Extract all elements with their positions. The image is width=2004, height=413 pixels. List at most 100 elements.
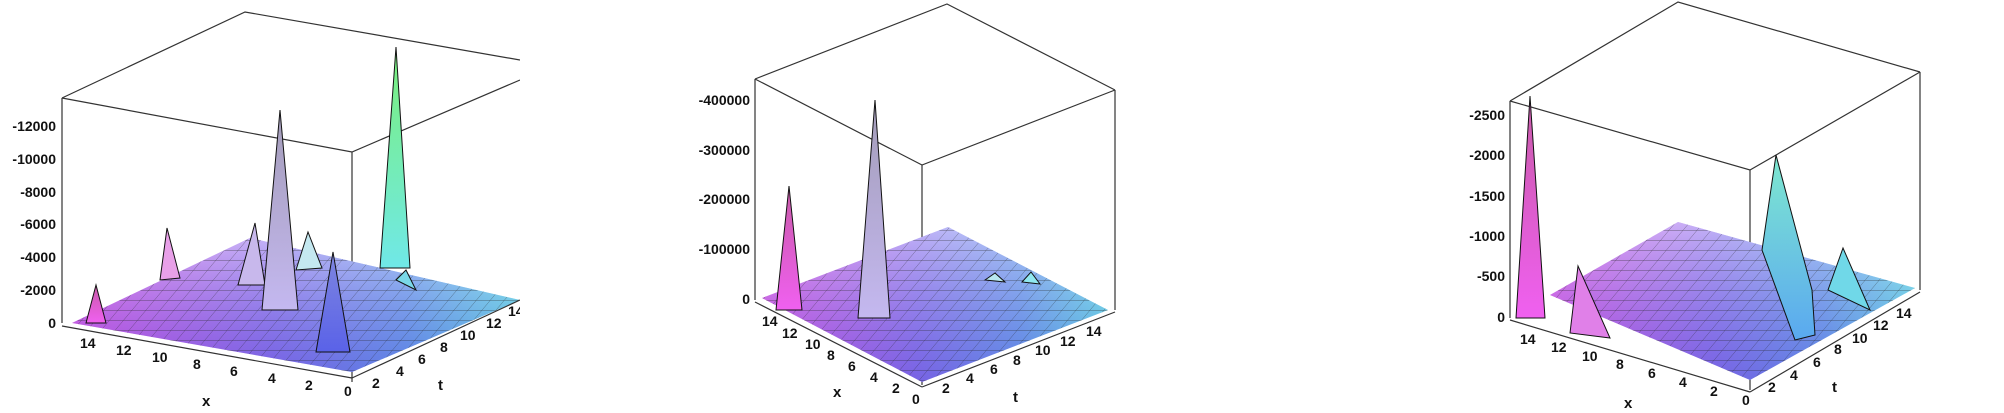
t-tick: 4 (1790, 367, 1798, 383)
x-tick: 14 (1520, 331, 1536, 347)
z-tick: -1500 (1469, 188, 1505, 204)
x-tick: 10 (1582, 348, 1598, 364)
t-axis-label: t (1832, 379, 1837, 396)
x-tick: 10 (152, 349, 168, 365)
peak (1569, 264, 1611, 339)
t-tick: 6 (418, 351, 426, 367)
t-tick: 2 (942, 380, 950, 396)
peak (775, 185, 803, 311)
t-tick: 12 (1060, 333, 1076, 349)
box-top-back-edges (754, 3, 1116, 91)
z-tick: -2000 (20, 282, 56, 298)
peak (1515, 95, 1546, 319)
x-tick: 12 (1551, 339, 1567, 355)
surface-plot-3-canvas (1509, 1, 1921, 393)
peak (983, 272, 1007, 283)
x-tick: 6 (230, 363, 238, 379)
t-tick: 14 (1086, 323, 1102, 339)
t-axis-line (1749, 291, 1921, 393)
t-tick: 8 (440, 339, 448, 355)
x-tick: 6 (848, 358, 856, 374)
t-tick: 14 (508, 303, 520, 319)
z-tick: -200000 (699, 191, 751, 207)
peak (379, 46, 411, 269)
t-tick: 14 (1896, 305, 1912, 321)
x-tick: 4 (1679, 374, 1687, 390)
t-tick: 10 (1035, 342, 1051, 358)
t-tick: 10 (1852, 330, 1868, 346)
t-tick: 10 (460, 327, 476, 343)
t-tick: 12 (1873, 317, 1889, 333)
x-tick: 14 (80, 335, 96, 351)
t-tick: 4 (966, 370, 974, 386)
x-tick: 4 (268, 370, 276, 386)
t-tick: 2 (1768, 379, 1776, 395)
t-tick: 2 (372, 375, 380, 391)
t-tick: 4 (396, 363, 404, 379)
peak (237, 222, 266, 286)
peak (1827, 246, 1871, 312)
t-axis-label: t (1013, 389, 1018, 406)
axis-labels: -400000 -300000 -200000 -100000 0 14 12 … (699, 92, 1102, 407)
peak (857, 99, 891, 319)
t-tick: 6 (990, 361, 998, 377)
surface-plot-2: -400000 -300000 -200000 -100000 0 14 12 … (650, 0, 1350, 413)
peak (1761, 154, 1816, 341)
x-tick: 6 (1648, 365, 1656, 381)
z-tick: -500 (1477, 268, 1505, 284)
x-tick: 0 (1742, 392, 1750, 408)
x-tick: 2 (305, 377, 313, 393)
x-axis-line (1509, 319, 1751, 393)
x-tick: 10 (805, 336, 821, 352)
x-tick: 0 (344, 383, 352, 399)
x-tick: 8 (827, 347, 835, 363)
z-tick: -400000 (699, 92, 751, 108)
surface-plot-3: -2500 -2000 -1500 -1000 -500 0 14 12 10 … (1400, 0, 2004, 413)
peak (85, 283, 107, 324)
z-tick: -1000 (1469, 228, 1505, 244)
peak (1020, 271, 1042, 285)
peak (159, 227, 181, 281)
x-tick: 2 (1710, 383, 1718, 399)
surface-plot-2-canvas (754, 3, 1116, 388)
x-tick: 12 (782, 325, 798, 341)
z-tick: -10000 (12, 151, 56, 167)
x-axis-line (754, 301, 923, 388)
t-axis-label: t (438, 377, 443, 394)
z-tick: -12000 (12, 118, 56, 134)
x-tick: 8 (1616, 356, 1624, 372)
x-axis-line (61, 325, 353, 379)
t-tick: 6 (1813, 354, 1821, 370)
z-tick: 0 (742, 291, 750, 307)
z-tick: -2500 (1469, 107, 1505, 123)
x-tick: 2 (892, 380, 900, 396)
surface-mesh (762, 227, 1108, 382)
box-top-back-edges (61, 11, 520, 99)
z-tick: -300000 (699, 142, 751, 158)
t-tick: 8 (1834, 341, 1842, 357)
x-tick: 12 (116, 342, 132, 358)
peak (295, 230, 323, 271)
x-tick: 0 (912, 391, 920, 407)
x-tick: 14 (762, 313, 778, 329)
x-tick: 4 (870, 369, 878, 385)
box-top-back-edges (1509, 1, 1921, 102)
z-tick: -8000 (20, 184, 56, 200)
z-tick: -6000 (20, 216, 56, 232)
x-axis-label: x (833, 384, 842, 401)
x-tick: 8 (193, 356, 201, 372)
surface-plot-1: -12000 -10000 -8000 -6000 -4000 -2000 0 … (0, 0, 520, 413)
t-axis-line (351, 299, 520, 379)
surface-plot-1-canvas (61, 11, 520, 382)
x-axis-label: x (202, 393, 211, 410)
t-tick: 8 (1013, 352, 1021, 368)
peak (261, 109, 299, 311)
x-t-axis-labels: 14 12 10 8 6 4 2 0 x 2 4 6 8 10 12 14 t (80, 303, 520, 410)
t-axis-line (921, 311, 1116, 388)
axis-labels: -2500 -2000 -1500 -1000 -500 0 14 12 10 … (1469, 107, 1912, 412)
z-tick: 0 (48, 315, 56, 331)
z-tick: 0 (1497, 309, 1505, 325)
peak (315, 251, 351, 353)
z-tick: -2000 (1469, 147, 1505, 163)
peak (395, 269, 418, 292)
